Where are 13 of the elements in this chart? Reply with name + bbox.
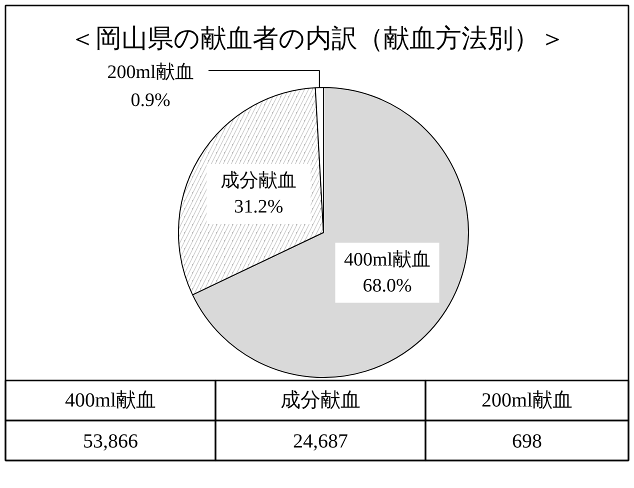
data-label: 68.0% [362,275,412,296]
data-label: 31.2% [234,196,284,218]
text: 24,687 [293,430,348,452]
slice-label: 400ml献血 [64,390,156,412]
category-label: 成分献血 [280,390,360,412]
slice-label: 成分献血 [220,170,297,192]
text: 698 [512,430,542,452]
data-label: 0.9% [130,90,170,111]
category-label: 200ml献血 [481,390,573,412]
slice-label: 200ml献血 [107,62,194,83]
text: 53,866 [83,430,138,452]
chart-title: ＜岡山県の献血者の内訳（献血方法別）＞ [70,24,566,53]
slice-label: 400ml献血 [344,249,431,270]
